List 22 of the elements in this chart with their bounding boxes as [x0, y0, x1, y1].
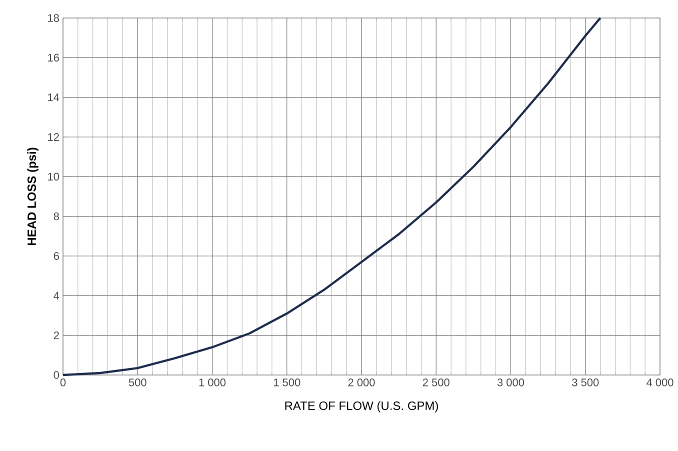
x-tick-label: 0 — [60, 378, 66, 386]
y-tick-label: 12 — [48, 133, 59, 141]
y-tick-label: 0 — [54, 371, 60, 379]
x-tick-label: 2 500 — [422, 378, 450, 386]
x-tick-label: 500 — [128, 378, 146, 386]
line-series — [62, 16, 602, 376]
y-tick-label: 6 — [54, 252, 59, 260]
y-tick-label: 2 — [54, 332, 59, 340]
y-tick-label: 16 — [48, 54, 59, 62]
y-tick-label: 18 — [48, 14, 59, 22]
y-tick-label: 14 — [48, 94, 60, 102]
x-axis-title: RATE OF FLOW (U.S. GPM) — [285, 401, 438, 412]
x-tick-label: 2 000 — [348, 378, 375, 386]
x-tick-label: 3 000 — [497, 378, 524, 386]
y-axis-title: HEAD LOSS (psi) — [27, 148, 38, 246]
x-tick-label: 1 500 — [274, 378, 300, 386]
y-tick-label: 10 — [48, 172, 60, 181]
y-tick-label: 4 — [54, 292, 60, 300]
y-tick-label: 8 — [54, 212, 59, 220]
x-tick-label: 3 500 — [572, 378, 599, 386]
x-tick-label: 4 000 — [646, 378, 674, 386]
x-tick-label: 1 000 — [199, 378, 226, 386]
